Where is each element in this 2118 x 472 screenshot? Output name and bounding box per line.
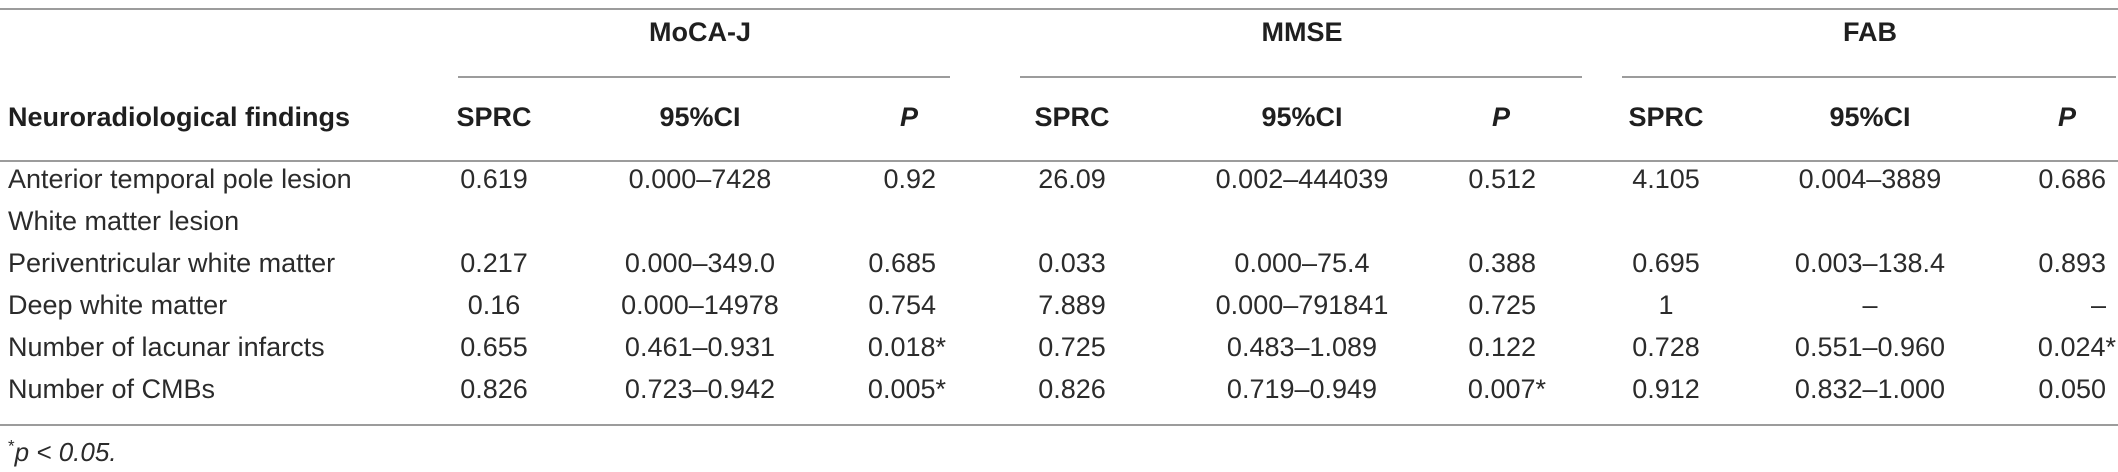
footnote-marker: * — [8, 436, 15, 456]
table-cell: 0.000–7428 — [628, 164, 772, 194]
group-rule-moca — [458, 76, 950, 78]
table-cell: 0.483–1.089 — [1226, 332, 1378, 362]
table-cell: 0.685 — [868, 248, 936, 278]
column-header: P — [1491, 102, 1510, 132]
table-cell: 0.695 — [1632, 248, 1700, 278]
table-cell: 0.018* — [867, 332, 946, 362]
table-cell: 0.024* — [2037, 332, 2116, 362]
column-header: P — [899, 102, 918, 132]
table-cell: 0.122 — [1468, 332, 1536, 362]
column-header: SPRC — [1628, 102, 1704, 132]
row-label: Number of CMBs — [8, 374, 216, 404]
table-cell: 0.004–3889 — [1798, 164, 1942, 194]
table-cell: 0.893 — [2038, 248, 2106, 278]
group-header-mmse: MMSE — [1261, 17, 1343, 47]
row-label: Periventricular white matter — [8, 248, 336, 278]
footnote: *p < 0.05. — [8, 437, 117, 467]
table-cell: 0.655 — [460, 332, 528, 362]
table-cell: 0.002–444039 — [1215, 164, 1389, 194]
table-cell: – — [1862, 290, 1878, 320]
table-cell: 0.826 — [1038, 374, 1106, 404]
table-cell: 0.033 — [1038, 248, 1106, 278]
column-header: P — [2057, 102, 2076, 132]
table-cell: 0.832–1.000 — [1794, 374, 1946, 404]
column-header: SPRC — [1034, 102, 1110, 132]
table-bottom-rule — [0, 424, 2118, 426]
table-cell: 0.92 — [883, 164, 936, 194]
table-cell: 26.09 — [1038, 164, 1106, 194]
table-cell: 0.725 — [1468, 290, 1536, 320]
table-cell: 1 — [1658, 290, 1674, 320]
table-cell: 0.388 — [1468, 248, 1536, 278]
column-header: 95%CI — [1261, 102, 1343, 132]
table-cell: 0.000–791841 — [1215, 290, 1389, 320]
table-cell: 0.728 — [1632, 332, 1700, 362]
table-cell: 0.000–14978 — [621, 290, 779, 320]
column-header: SPRC — [456, 102, 532, 132]
table-cell: 0.551–0.960 — [1794, 332, 1946, 362]
row-label: White matter lesion — [8, 206, 240, 236]
header-rule — [0, 160, 2118, 162]
row-label: Anterior temporal pole lesion — [8, 164, 352, 194]
table-cell: 0.000–75.4 — [1234, 248, 1370, 278]
table-cell: 0.725 — [1038, 332, 1106, 362]
table-cell: 0.826 — [460, 374, 528, 404]
table-cell: 0.719–0.949 — [1226, 374, 1378, 404]
table-cell: 0.000–349.0 — [624, 248, 776, 278]
table-cell: 0.461–0.931 — [624, 332, 776, 362]
column-header: 95%CI — [1829, 102, 1911, 132]
row-label: Deep white matter — [8, 290, 228, 320]
row-header: Neuroradiological findings — [8, 102, 351, 132]
table-cell: 0.512 — [1468, 164, 1536, 194]
table-cell: 0.723–0.942 — [624, 374, 776, 404]
group-rule-fab — [1622, 76, 2116, 78]
group-rule-mmse — [1020, 76, 1582, 78]
table-cell: 0.686 — [2038, 164, 2106, 194]
table-cell: 0.003–138.4 — [1794, 248, 1946, 278]
table-top-rule — [0, 8, 2118, 10]
table-cell: 0.217 — [460, 248, 528, 278]
group-header-fab: FAB — [1843, 17, 1897, 47]
table-cell: 0.619 — [460, 164, 528, 194]
table-cell: 4.105 — [1632, 164, 1700, 194]
table-cell: 0.050 — [2038, 374, 2106, 404]
footnote-text: p < 0.05. — [14, 437, 117, 467]
row-label: Number of lacunar infarcts — [8, 332, 325, 362]
table-cell: 0.754 — [868, 290, 936, 320]
table-cell: 0.007* — [1467, 374, 1546, 404]
table-cell: 0.005* — [867, 374, 946, 404]
column-header: 95%CI — [659, 102, 741, 132]
table-cell: 0.912 — [1632, 374, 1700, 404]
table-cell: 0.16 — [467, 290, 521, 320]
table-cell: 7.889 — [1038, 290, 1106, 320]
table-cell: – — [2090, 290, 2106, 320]
group-header-moca: MoCA-J — [649, 17, 751, 47]
